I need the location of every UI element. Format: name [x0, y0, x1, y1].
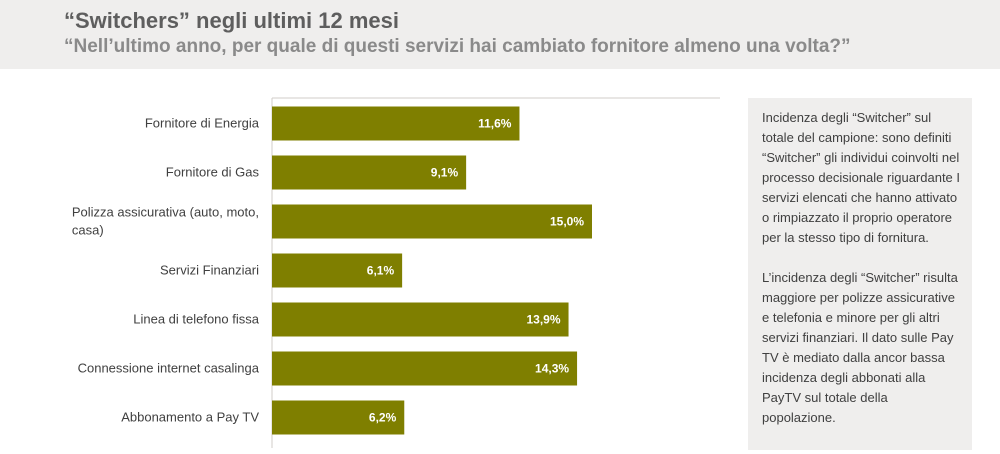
bar-value-label-5: 14,3% [535, 362, 569, 376]
category-label-5: Connessione internet casalinga [78, 361, 260, 376]
category-label-1: Fornitore di Gas [166, 165, 260, 180]
category-label-0: Fornitore di Energia [145, 116, 260, 131]
bar-value-label-0: 11,6% [478, 117, 512, 131]
bar-value-label-6: 6,2% [369, 411, 397, 425]
bar-6 [272, 400, 405, 435]
category-label-3: Servizi Finanziari [160, 263, 259, 278]
category-label-6: Abbonamento a Pay TV [121, 410, 259, 425]
bar-3 [272, 253, 403, 288]
bar-value-label-3: 6,1% [367, 264, 395, 278]
bar-0 [272, 106, 520, 141]
bar-chart: 11,6% Fornitore di Energia 9,1% Fornitore d… [72, 97, 720, 448]
page-title: “Switchers” negli ultimi 12 mesi [64, 8, 399, 33]
category-label-4: Linea di telefono fissa [133, 312, 260, 327]
bar-1 [272, 155, 467, 190]
category-label-2: Polizza assicurativa (auto, moto, casa) [72, 205, 259, 238]
header-band: “Switchers” negli ultimi 12 mesi “Nell’u… [0, 0, 1000, 69]
bar-value-label-1: 9,1% [431, 166, 459, 180]
bar-5 [272, 351, 578, 386]
notes-paragraph-1: Incidenza degli “Switcher” sul totale de… [762, 110, 961, 245]
notes-panel: Incidenza degli “Switcher” sul totale de… [748, 98, 972, 450]
bar-4 [272, 302, 569, 337]
notes-paragraph-2: L’incidenza degli “Switcher” risulta mag… [762, 270, 958, 425]
bar-2 [272, 204, 592, 239]
page-subtitle: “Nell’ultimo anno, per quale di questi s… [64, 36, 851, 57]
bar-value-label-4: 13,9% [527, 313, 561, 327]
bar-value-label-2: 15,0% [550, 215, 584, 229]
